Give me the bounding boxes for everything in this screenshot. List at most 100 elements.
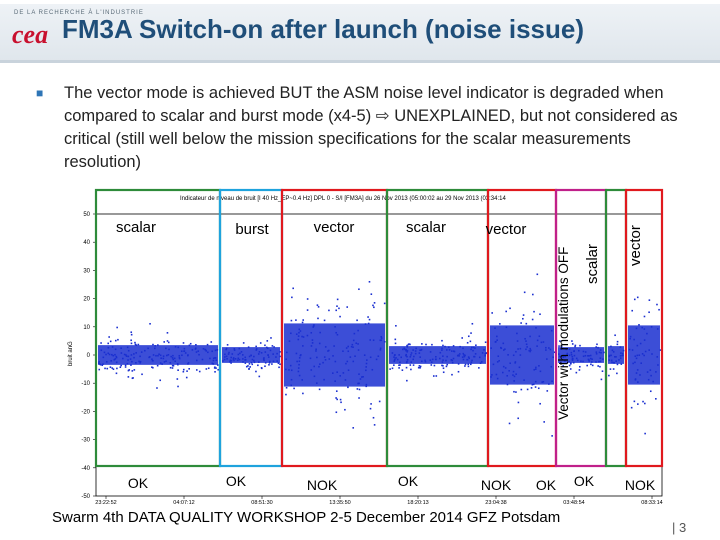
data-point (338, 307, 340, 310)
data-point (559, 362, 561, 364)
y-tick-label: 10 (83, 325, 90, 331)
data-point (151, 366, 153, 369)
data-point (189, 342, 192, 345)
x-tick-label: 13:35:50 (329, 500, 350, 504)
data-point (616, 372, 618, 375)
mode-box (624, 188, 664, 468)
chart-title: Indicateur de niveau de bruit [I 40 Hz_E… (180, 196, 506, 202)
data-point (659, 349, 662, 351)
footer-text: Swarm 4th DATA QUALITY WORKSHOP 2-5 Dece… (52, 509, 561, 526)
data-point (642, 400, 644, 403)
slide-header: DE LA RECHERCHE À L'INDUSTRIE cea FM3A S… (0, 0, 720, 63)
data-point (491, 312, 493, 314)
x-tick-label: 08:33:14 (641, 500, 662, 504)
data-point (271, 363, 273, 365)
data-point (266, 340, 269, 342)
data-point (198, 370, 201, 373)
data-point (131, 370, 134, 372)
data-point (568, 364, 571, 367)
data-point (620, 363, 623, 365)
y-tick-label: 0 (87, 353, 91, 359)
data-point (446, 363, 449, 366)
data-point (467, 335, 470, 338)
data-point (644, 402, 646, 405)
data-point (533, 310, 535, 313)
data-point (517, 401, 520, 404)
data-point (520, 388, 523, 391)
data-point (268, 363, 270, 366)
y-axis-ticks: 50 40 30 20 10 0 -10 -20 -30 -40 -50 (81, 212, 96, 500)
data-point (574, 345, 576, 348)
data-point (470, 332, 472, 334)
data-point (636, 296, 639, 299)
data-point (336, 398, 338, 401)
status-label: OK (226, 473, 247, 489)
data-point (358, 288, 360, 291)
status-label: OK (398, 473, 419, 489)
data-point (339, 398, 342, 401)
data-point (247, 365, 249, 367)
data-point (537, 387, 540, 390)
data-point (293, 387, 295, 390)
data-point (177, 385, 179, 388)
data-point (367, 316, 369, 318)
data-point (127, 376, 130, 378)
data-point (295, 319, 297, 321)
data-point (100, 342, 102, 344)
data-point (509, 307, 511, 310)
data-point (484, 341, 487, 344)
header-divider (0, 60, 720, 63)
data-point (302, 319, 305, 321)
data-point (578, 369, 581, 371)
data-point (579, 365, 581, 368)
data-point (513, 390, 515, 393)
data-point (539, 313, 541, 316)
data-point (109, 366, 112, 368)
data-point (406, 379, 408, 382)
x-tick-label: 03:48:54 (563, 500, 584, 504)
data-point (410, 368, 412, 371)
data-point (323, 319, 326, 322)
data-point (517, 417, 520, 420)
data-point (335, 390, 338, 392)
data-point (159, 379, 162, 382)
data-point (543, 421, 545, 423)
data-point (260, 367, 263, 369)
data-point (399, 364, 401, 366)
data-point (134, 343, 137, 346)
data-point (277, 362, 280, 365)
data-point (398, 364, 400, 367)
noise-band (284, 323, 385, 387)
data-point (205, 368, 208, 370)
data-point (149, 322, 151, 325)
logo-tagline: DE LA RECHERCHE À L'INDUSTRIE (14, 10, 144, 16)
data-point (461, 337, 463, 339)
data-point (207, 367, 210, 370)
data-point (346, 306, 349, 308)
data-point (130, 342, 133, 345)
data-point (466, 341, 469, 344)
data-point (452, 345, 455, 347)
data-point (475, 344, 477, 347)
slide-title: FM3A Switch-on after launch (noise issue… (62, 14, 584, 44)
noise-band (389, 346, 486, 364)
data-point (166, 340, 169, 342)
data-point (383, 302, 386, 305)
data-point (612, 368, 615, 370)
mode-label: burst (235, 221, 269, 238)
data-point (406, 344, 408, 347)
data-point (195, 369, 198, 371)
data-point (111, 367, 114, 369)
data-point (370, 293, 373, 295)
x-tick-label: 04:07:12 (173, 500, 194, 504)
data-point (596, 343, 598, 346)
data-point (115, 372, 118, 375)
data-point (432, 375, 435, 377)
data-point (600, 378, 603, 381)
data-point (117, 338, 119, 341)
data-point (130, 331, 133, 334)
data-point (394, 342, 397, 345)
data-point (442, 367, 445, 370)
data-point (130, 364, 132, 366)
data-point (522, 317, 524, 320)
